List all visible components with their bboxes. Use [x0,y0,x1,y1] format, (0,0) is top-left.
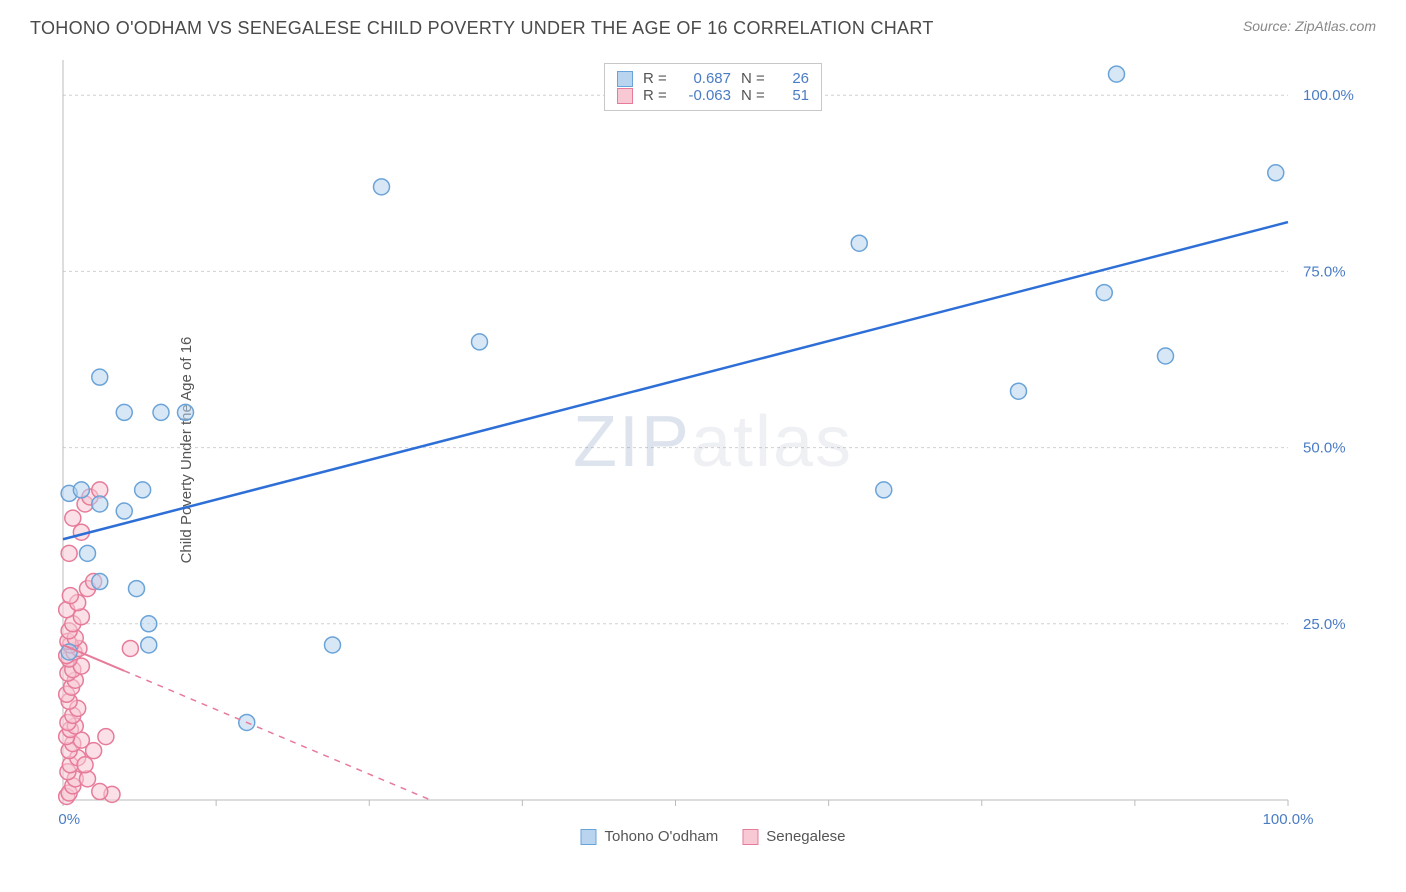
scatter-point [141,637,157,653]
scatter-point [122,640,138,656]
scatter-point [92,574,108,590]
scatter-point [1109,66,1125,82]
n-label: N = [741,87,769,104]
scatter-point [1096,285,1112,301]
y-tick-label: 100.0% [1303,87,1354,104]
scatter-point [472,334,488,350]
scatter-point [77,757,93,773]
scatter-point [116,404,132,420]
header: TOHONO O'ODHAM VS SENEGALESE CHILD POVER… [0,0,1406,49]
scatter-point [325,637,341,653]
scatter-point [92,784,108,800]
legend-swatch [742,829,758,845]
scatter-point [98,729,114,745]
scatter-point [65,510,81,526]
scatter-point [1011,383,1027,399]
scatter-point [153,404,169,420]
scatter-point [80,545,96,561]
scatter-point [92,496,108,512]
n-value: 26 [779,70,809,87]
legend-item: Tohono O'odham [580,828,718,845]
scatter-point [61,545,77,561]
y-tick-label: 75.0% [1303,263,1346,280]
scatter-point [141,616,157,632]
legend-row: R = 0.687 N = 26 [617,70,809,87]
regression-line-dashed [124,671,430,800]
r-value: 0.687 [681,70,731,87]
x-tick-label: 0.0% [58,811,80,828]
y-tick-label: 25.0% [1303,616,1346,633]
scatter-point [129,581,145,597]
legend-swatch [617,71,633,87]
legend-row: R = -0.063 N = 51 [617,87,809,104]
scatter-point [1158,348,1174,364]
scatter-point [851,235,867,251]
scatter-plot-svg: 25.0% 50.0% 75.0% 100.0% 0.0% 100.0% [58,55,1368,845]
r-label: R = [643,70,671,87]
n-value: 51 [779,87,809,104]
chart-title: TOHONO O'ODHAM VS SENEGALESE CHILD POVER… [30,18,934,39]
x-tick-label: 100.0% [1263,811,1314,828]
chart-area: Child Poverty Under the Age of 16 25.0%5… [58,55,1368,845]
scatter-point [61,644,77,660]
scatter-point [135,482,151,498]
scatter-point [80,771,96,787]
scatter-point [92,369,108,385]
n-label: N = [741,70,769,87]
legend-swatch [580,829,596,845]
scatter-point [178,404,194,420]
scatter-point [1268,165,1284,181]
scatter-point [73,482,89,498]
source-attribution: Source: ZipAtlas.com [1243,18,1376,34]
regression-line [63,222,1288,539]
legend-swatch [617,88,633,104]
scatter-point [116,503,132,519]
r-value: -0.063 [681,87,731,104]
correlation-legend: R = 0.687 N = 26 R = -0.063 N = 51 [604,63,822,111]
scatter-point [374,179,390,195]
legend-label: Tohono O'odham [604,828,718,845]
series-legend: Tohono O'odham Senegalese [580,828,845,845]
scatter-point [876,482,892,498]
scatter-point [86,743,102,759]
r-label: R = [643,87,671,104]
y-tick-label: 50.0% [1303,440,1346,457]
scatter-point [62,588,78,604]
legend-label: Senegalese [766,828,845,845]
legend-item: Senegalese [742,828,845,845]
